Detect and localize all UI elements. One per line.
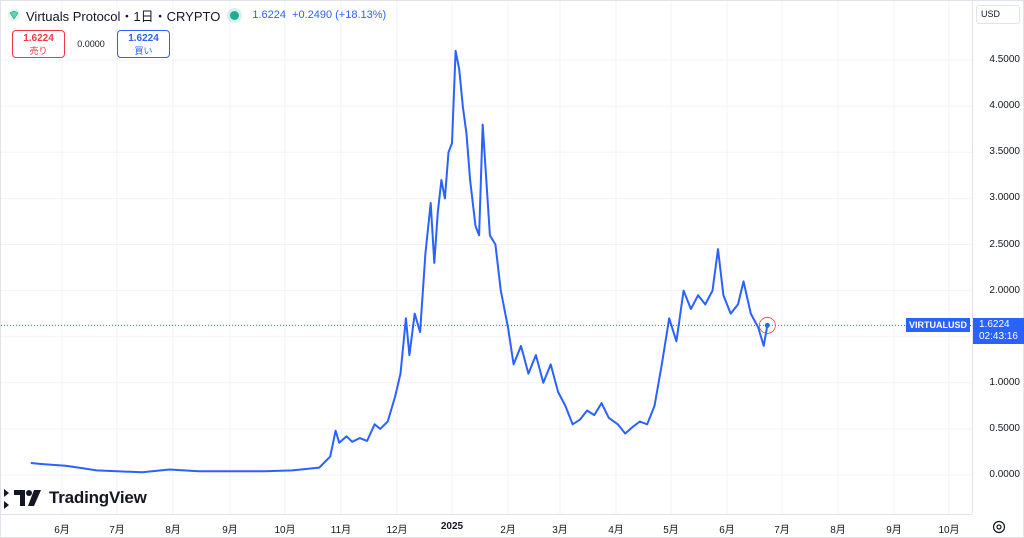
time-axis[interactable]: 6月 7月 8月 9月 10月 11月 12月 2025 2月 3月 4月 5月 6月 7月 8月 9月 10月 bbox=[1, 514, 972, 538]
time-axis-tick-label: 10月 bbox=[938, 525, 960, 536]
tradingview-logo-icon bbox=[14, 490, 41, 506]
symbol-price-label: VIRTUALUSD bbox=[906, 318, 970, 333]
time-axis-tick-label: 5月 bbox=[663, 525, 679, 536]
price-axis-tick-label: 4.5000 bbox=[989, 54, 1020, 66]
tradingview-watermark[interactable]: TradingView bbox=[14, 488, 147, 508]
sell-button[interactable]: 1.6224 売り bbox=[12, 30, 65, 58]
series-line bbox=[30, 49, 769, 474]
last-point-halo bbox=[758, 317, 776, 334]
symbol-header[interactable]: Virtuals Protocol・1日・CRYPTO 1.6224 +0.24… bbox=[7, 6, 386, 24]
price-axis[interactable]: 0.00000.50001.00001.50002.00002.50003.00… bbox=[972, 1, 1024, 514]
time-axis-tick-label: 4月 bbox=[608, 525, 624, 536]
tradingview-wordmark: TradingView bbox=[49, 488, 147, 507]
time-axis-tick-label: 7月 bbox=[774, 525, 790, 536]
time-axis-tick-label: 11月 bbox=[330, 525, 352, 536]
spread-value: 0.0000 bbox=[77, 39, 105, 49]
virtuals-coin-icon bbox=[7, 8, 21, 22]
buy-label: 買い bbox=[134, 46, 153, 56]
last-price: 1.6224 bbox=[252, 9, 287, 21]
time-axis-tick-label: 8月 bbox=[830, 525, 846, 536]
symbol-title[interactable]: Virtuals Protocol・1日・CRYPTO bbox=[26, 8, 221, 24]
time-axis-tick-label: 6月 bbox=[719, 525, 735, 536]
time-axis-tick-label: 6月 bbox=[54, 525, 70, 536]
price-axis-tick-label: 3.0000 bbox=[989, 192, 1020, 204]
time-axis-tick-label: 7月 bbox=[109, 525, 125, 536]
current-price-value: 1.6224 bbox=[979, 319, 1010, 331]
price-change: +0.2490 (+18.13%) bbox=[292, 9, 387, 21]
buy-price: 1.6224 bbox=[128, 33, 159, 44]
time-axis-tick-label: 10月 bbox=[274, 525, 296, 536]
time-axis-tick-label: 2月 bbox=[500, 525, 516, 536]
settings-gear-icon[interactable] bbox=[989, 517, 1009, 537]
price-axis-tick-label: 0.0000 bbox=[989, 469, 1020, 480]
price-axis-tick-label: 2.0000 bbox=[989, 284, 1020, 296]
time-axis-tick-label: 12月 bbox=[386, 525, 408, 536]
price-axis-tick-label: 1.0000 bbox=[989, 376, 1020, 388]
scroll-marker-icon[interactable] bbox=[4, 489, 9, 509]
chart-plot[interactable] bbox=[1, 1, 972, 514]
buy-button[interactable]: 1.6224 買い bbox=[117, 30, 170, 58]
currency-button[interactable]: USD bbox=[976, 5, 1020, 24]
time-axis-tick-label: 8月 bbox=[165, 525, 181, 536]
price-axis-tick-label: 0.5000 bbox=[989, 422, 1020, 434]
current-price-label: 1.6224 02:43:16 bbox=[973, 318, 1024, 345]
price-axis-tick-label: 3.5000 bbox=[989, 146, 1020, 158]
market-open-indicator bbox=[230, 10, 240, 20]
bar-countdown: 02:43:16 bbox=[979, 331, 1018, 343]
price-axis-tick-label: 4.0000 bbox=[989, 100, 1020, 112]
price-axis-tick-label: 2.5000 bbox=[989, 238, 1020, 250]
sell-label: 売り bbox=[29, 46, 48, 56]
time-axis-tick-label: 3月 bbox=[552, 525, 568, 536]
time-axis-tick-label: 2025 bbox=[440, 521, 464, 532]
last-point-marker bbox=[764, 322, 770, 328]
trade-buttons: 1.6224 売り 0.0000 1.6224 買い bbox=[12, 30, 170, 58]
sell-price: 1.6224 bbox=[23, 33, 54, 44]
time-axis-tick-label: 9月 bbox=[222, 525, 238, 536]
time-axis-tick-label: 9月 bbox=[886, 525, 902, 536]
